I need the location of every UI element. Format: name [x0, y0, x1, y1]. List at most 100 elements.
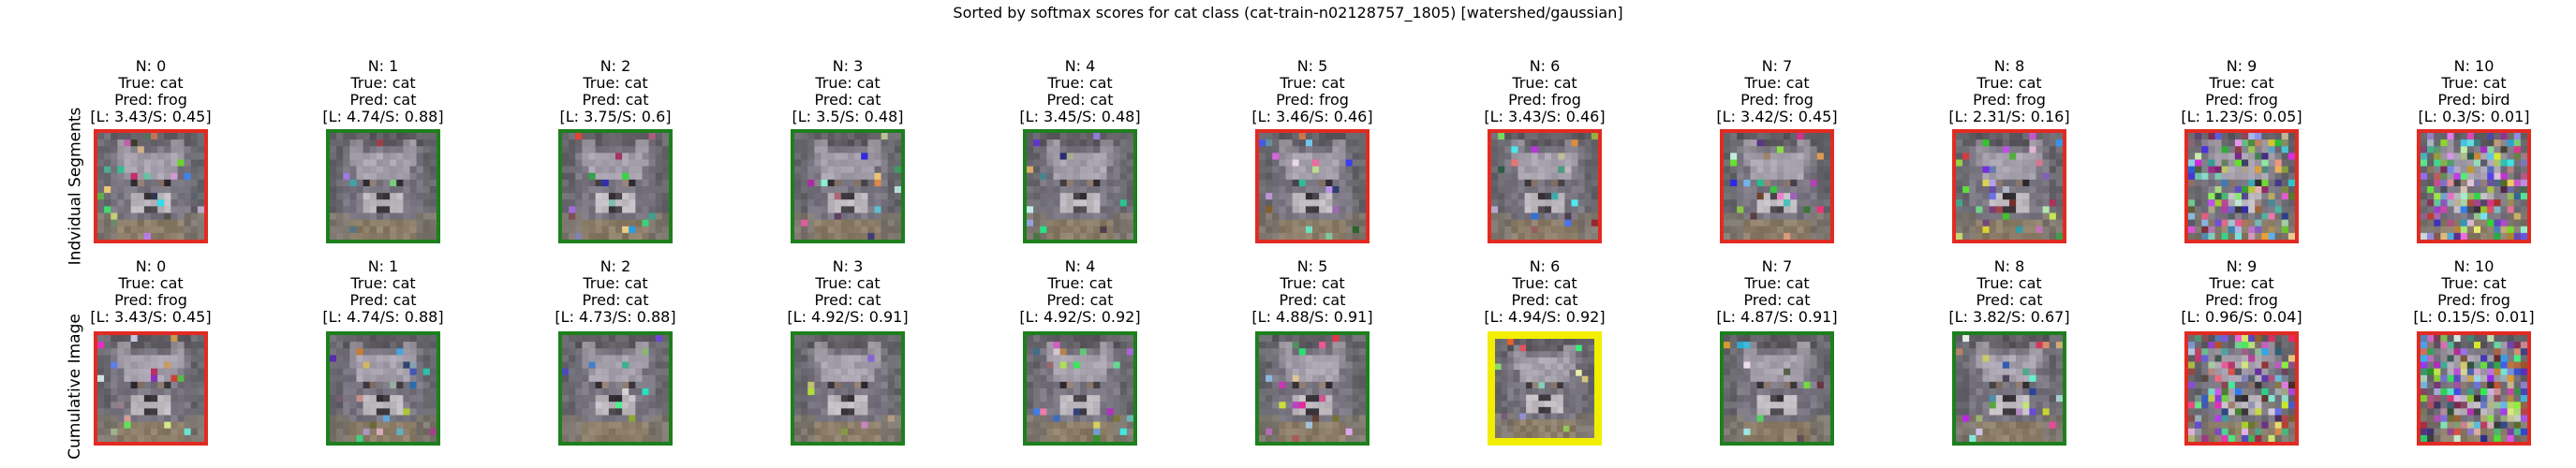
panel-caption: N: 0 True: cat Pred: frog [L: 3.43/S: 0.45]: [56, 58, 245, 125]
panel-score: [L: 3.5/S: 0.48]: [792, 108, 904, 125]
panel-score: [L: 3.46/S: 0.46]: [1251, 108, 1373, 125]
panel-pred-label: Pred: frog: [1740, 91, 1814, 109]
panel-score: [L: 3.42/S: 0.45]: [1716, 108, 1838, 125]
panel-index: N: 2: [600, 57, 631, 75]
panel-caption: N: 3 True: cat Pred: cat [L: 3.5/S: 0.48]: [753, 58, 942, 125]
panel-image-green-border: [791, 129, 905, 243]
panel-image-green-border: [558, 129, 673, 243]
panel-caption: N: 5 True: cat Pred: cat [L: 4.88/S: 0.91]: [1218, 258, 1407, 326]
panel-true-label: True: cat: [1976, 74, 2042, 92]
panel-caption: N: 9 True: cat Pred: frog [L: 1.23/S: 0.05]: [2147, 58, 2336, 125]
cat-image: [1956, 335, 2063, 442]
panel-index: N: 7: [1761, 57, 1793, 75]
panel-caption: N: 5 True: cat Pred: frog [L: 3.46/S: 0.46]: [1218, 58, 1407, 125]
panel-true-label: True: cat: [2209, 274, 2274, 292]
panel-caption: N: 2 True: cat Pred: cat [L: 3.75/S: 0.6]: [521, 58, 710, 125]
panel-image-green-border: [1023, 129, 1137, 243]
panel-score: [L: 4.74/S: 0.88]: [322, 108, 444, 125]
panel-caption: N: 9 True: cat Pred: frog [L: 0.96/S: 0.04]: [2147, 258, 2336, 326]
panel-index: N: 0: [135, 57, 167, 75]
panel-index: N: 8: [1993, 57, 2025, 75]
panel-true-label: True: cat: [583, 274, 648, 292]
panel-true-label: True: cat: [2441, 274, 2507, 292]
cat-image: [2188, 133, 2295, 240]
panel-pred-label: Pred: cat: [1743, 291, 1811, 309]
panel-index: N: 8: [1993, 257, 2025, 275]
cat-image: [330, 335, 437, 442]
panel-pred-label: Pred: cat: [349, 291, 417, 309]
cat-image: [794, 133, 901, 240]
panel-pred-label: Pred: frog: [2205, 291, 2278, 309]
row-label-cumulative-image: Cumulative Image: [65, 314, 84, 460]
panel-pred-label: Pred: frog: [114, 291, 187, 309]
panel-true-label: True: cat: [1047, 274, 1113, 292]
panel-index: N: 4: [1064, 57, 1096, 75]
panel-true-label: True: cat: [1280, 274, 1345, 292]
panel-caption: N: 7 True: cat Pred: frog [L: 3.42/S: 0.45]: [1682, 58, 1872, 125]
panel-score: [L: 3.82/S: 0.67]: [1948, 308, 2070, 326]
cat-image: [1724, 335, 1830, 442]
cat-image: [1495, 339, 1594, 438]
panel-index: N: 3: [832, 57, 864, 75]
panel-image-green-border: [1023, 331, 1137, 446]
panel-index: N: 9: [2226, 57, 2258, 75]
panel-true-label: True: cat: [1744, 74, 1810, 92]
panel-caption: N: 6 True: cat Pred: cat [L: 4.94/S: 0.92]: [1450, 258, 1639, 326]
panel-score: [L: 3.43/S: 0.45]: [90, 108, 212, 125]
panel-caption: N: 6 True: cat Pred: frog [L: 3.43/S: 0.46]: [1450, 58, 1639, 125]
panel-caption: N: 1 True: cat Pred: cat [L: 4.74/S: 0.88]: [289, 258, 478, 326]
panel-true-label: True: cat: [2441, 74, 2507, 92]
panel-index: N: 5: [1296, 257, 1328, 275]
panel-score: [L: 3.45/S: 0.48]: [1019, 108, 1141, 125]
panel-image-green-border: [1952, 331, 2066, 446]
panel-index: N: 6: [1529, 257, 1561, 275]
panel-true-label: True: cat: [815, 274, 881, 292]
panel-score: [L: 3.43/S: 0.46]: [1484, 108, 1606, 125]
panel-caption: N: 8 True: cat Pred: cat [L: 3.82/S: 0.67]: [1915, 258, 2104, 326]
panel-pred-label: Pred: cat: [582, 291, 649, 309]
panel-score: [L: 0.15/S: 0.01]: [2413, 308, 2535, 326]
cat-image: [2188, 335, 2295, 442]
panel-index: N: 1: [367, 57, 399, 75]
panel-index: N: 9: [2226, 257, 2258, 275]
panel-pred-label: Pred: frog: [114, 91, 187, 109]
cat-image: [1956, 133, 2063, 240]
panel-true-label: True: cat: [1512, 74, 1577, 92]
panel-image-red-border: [94, 129, 208, 243]
panel-pred-label: Pred: cat: [1046, 291, 1114, 309]
panel-caption: N: 4 True: cat Pred: cat [L: 3.45/S: 0.48]: [985, 58, 1175, 125]
panel-pred-label: Pred: cat: [1279, 291, 1346, 309]
panel-caption: N: 10 True: cat Pred: bird [L: 0.3/S: 0.01]: [2379, 58, 2569, 125]
panel-image-red-border: [1720, 129, 1834, 243]
panel-image-red-border: [1255, 129, 1369, 243]
panel-score: [L: 3.75/S: 0.6]: [559, 108, 672, 125]
panel-index: N: 6: [1529, 57, 1561, 75]
panel-image-red-border: [1952, 129, 2066, 243]
panel-image-yellow-border: [1488, 331, 1602, 446]
panel-score: [L: 2.31/S: 0.16]: [1948, 108, 2070, 125]
panel-score: [L: 4.87/S: 0.91]: [1716, 308, 1838, 326]
panel-image-red-border: [2184, 129, 2299, 243]
panel-caption: N: 4 True: cat Pred: cat [L: 4.92/S: 0.92]: [985, 258, 1175, 326]
cat-image: [1027, 133, 1133, 240]
cat-image: [97, 133, 204, 240]
panel-index: N: 3: [832, 257, 864, 275]
panel-caption: N: 3 True: cat Pred: cat [L: 4.92/S: 0.91]: [753, 258, 942, 326]
panel-true-label: True: cat: [1976, 274, 2042, 292]
panel-true-label: True: cat: [1512, 274, 1577, 292]
panel-pred-label: Pred: frog: [2205, 91, 2278, 109]
panel-score: [L: 4.73/S: 0.88]: [555, 308, 676, 326]
row-label-individual-segments: Indvidual Segments: [65, 107, 84, 266]
panel-score: [L: 4.74/S: 0.88]: [322, 308, 444, 326]
panel-true-label: True: cat: [1280, 74, 1345, 92]
panel-image-red-border: [1488, 129, 1602, 243]
panel-pred-label: Pred: cat: [814, 291, 881, 309]
panel-index: N: 5: [1296, 57, 1328, 75]
panel-image-green-border: [558, 331, 673, 446]
panel-true-label: True: cat: [583, 74, 648, 92]
panel-pred-label: Pred: bird: [2437, 91, 2510, 109]
panel-pred-label: Pred: cat: [1511, 291, 1578, 309]
panel-pred-label: Pred: cat: [1976, 291, 2043, 309]
panel-pred-label: Pred: cat: [814, 91, 881, 109]
panel-score: [L: 3.43/S: 0.45]: [90, 308, 212, 326]
